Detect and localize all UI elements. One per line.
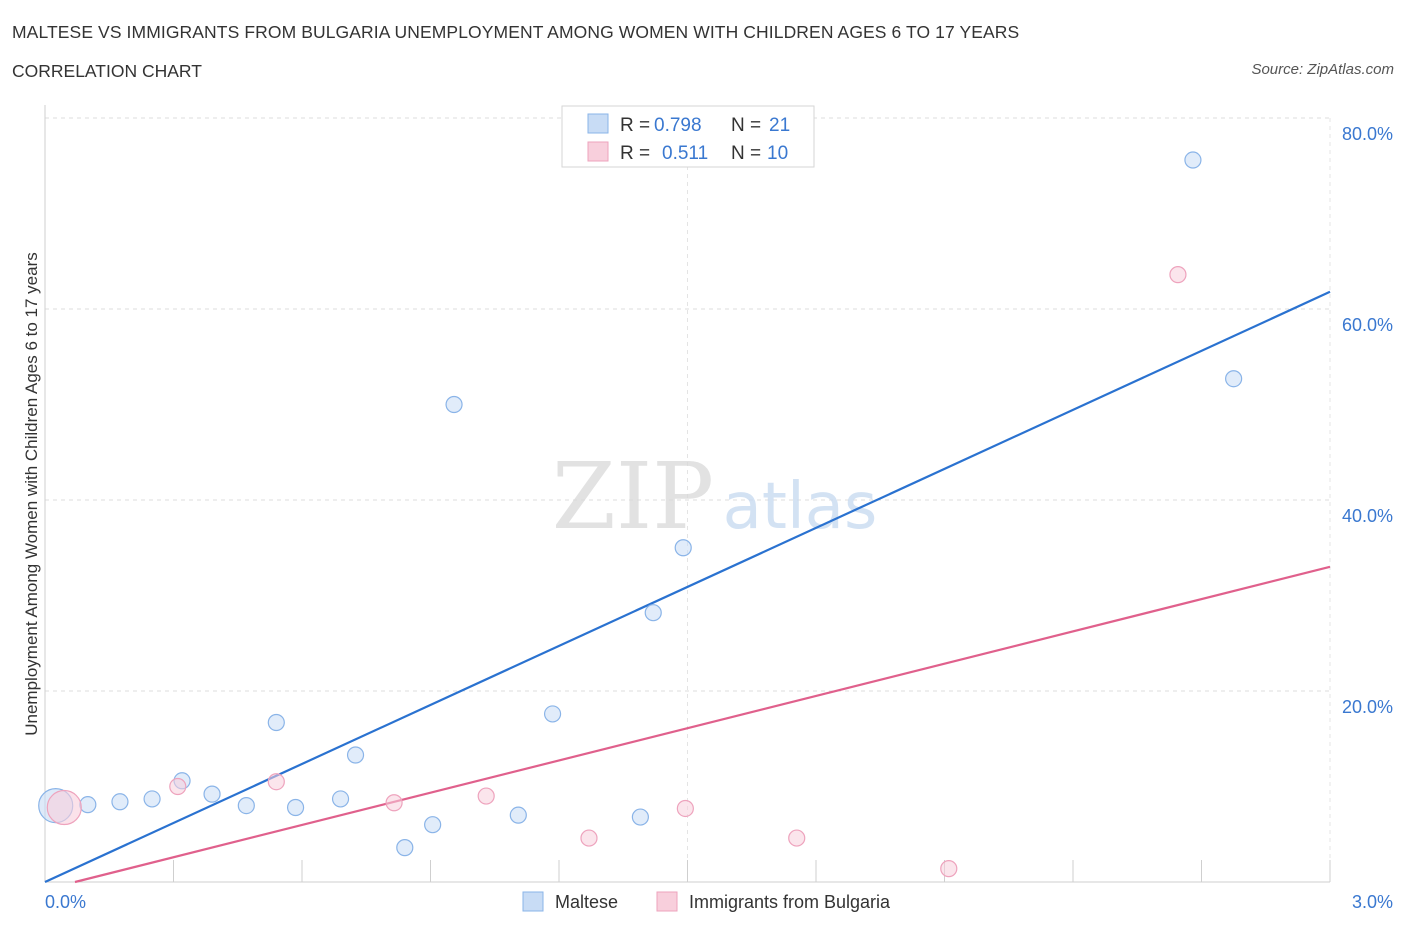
y-tick-label: 60.0% (1342, 315, 1393, 335)
point-bulgaria (477, 787, 495, 805)
point-maltese (286, 798, 305, 817)
point-maltese (267, 713, 285, 732)
point-maltese (674, 539, 692, 557)
tick-labels: 20.0% 40.0% 60.0% 80.0% 0.0% 3.0% (45, 124, 1393, 912)
y-tick-label: 40.0% (1342, 506, 1393, 526)
stats-n-label: N = (731, 115, 761, 136)
series-legend: Maltese Immigrants from Bulgaria (522, 891, 891, 912)
point-maltese (203, 785, 221, 803)
data-points (38, 151, 1243, 878)
y-axis-label-group: Unemployment Among Women with Children A… (22, 252, 41, 736)
point-maltese (543, 705, 562, 723)
point-bulgaria (788, 829, 806, 847)
point-bulgaria (169, 777, 187, 796)
point-bulgaria (676, 799, 694, 818)
point-maltese (396, 839, 414, 857)
legend-swatch-maltese (522, 891, 544, 912)
point-maltese (111, 793, 129, 811)
y-axis-label: Unemployment Among Women with Children A… (22, 252, 41, 736)
point-bulgaria (46, 789, 82, 826)
stats-r-label: R = (620, 143, 650, 164)
stats-n-value: 10 (767, 143, 788, 164)
y-tick-label: 20.0% (1342, 697, 1393, 717)
point-maltese (346, 746, 365, 764)
x-tick-label: 0.0% (45, 892, 86, 912)
watermark-zip: ZIP (552, 443, 714, 550)
point-bulgaria (267, 773, 285, 791)
chart-subtitle: CORRELATION CHART (12, 61, 202, 81)
stats-r-value: 0.511 (662, 143, 708, 164)
point-maltese (331, 790, 350, 808)
watermark: ZIP atlas (552, 443, 877, 550)
stats-r-value: 0.798 (654, 115, 702, 136)
stats-swatch-maltese (587, 113, 609, 134)
point-maltese (445, 395, 463, 414)
y-tick-label: 80.0% (1342, 124, 1393, 144)
point-maltese (143, 790, 161, 808)
point-bulgaria (385, 794, 403, 812)
stats-n-value: 21 (769, 115, 790, 136)
stats-n-label: N = (731, 143, 761, 164)
point-maltese (79, 796, 97, 814)
legend-swatch-bulgaria (656, 891, 678, 912)
stats-legend-box: R = 0.798 N = 21 R = 0.511 N = 10 (561, 105, 815, 168)
point-maltese (1184, 151, 1202, 169)
point-maltese (237, 796, 255, 815)
legend-label-bulgaria: Immigrants from Bulgaria (689, 892, 891, 912)
point-maltese (1225, 370, 1243, 388)
stats-swatch-bulgaria (587, 141, 609, 162)
trend-line-bulgaria (74, 565, 1331, 884)
point-maltese (509, 806, 527, 824)
source-credit: Source: ZipAtlas.com (1251, 61, 1394, 78)
watermark-atlas: atlas (723, 470, 878, 544)
trend-lines (44, 290, 1331, 884)
trend-line-maltese (44, 290, 1331, 883)
point-maltese (424, 816, 442, 834)
point-maltese (644, 604, 662, 622)
legend-label-maltese: Maltese (555, 892, 618, 912)
x-tick-label: 3.0% (1352, 892, 1393, 912)
stats-r-label: R = (620, 115, 650, 136)
chart-title: MALTESE VS IMMIGRANTS FROM BULGARIA UNEM… (12, 22, 1020, 42)
point-bulgaria (1169, 266, 1187, 284)
point-maltese (631, 808, 649, 826)
point-bulgaria (940, 860, 958, 878)
axes (44, 105, 1331, 883)
point-bulgaria (580, 829, 598, 847)
